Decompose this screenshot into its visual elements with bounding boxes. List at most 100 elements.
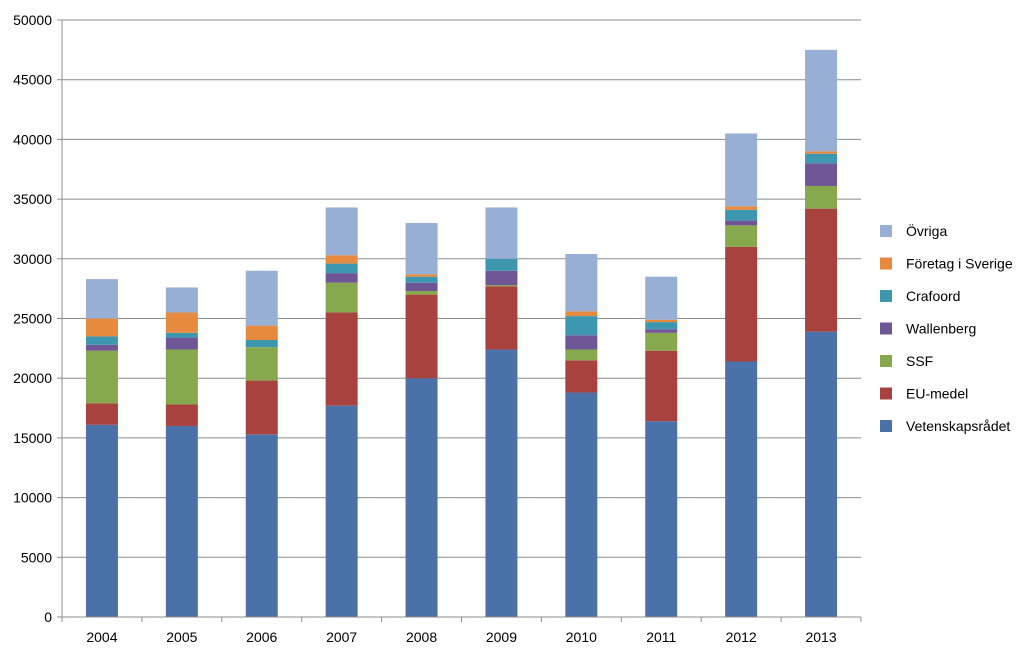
bar-segment-ssf <box>805 185 838 209</box>
bar-segment-crafoord <box>245 339 278 348</box>
bar-segment--vriga <box>805 49 838 152</box>
legend-swatch <box>880 355 892 367</box>
bar-segment-vetenskapsr-det <box>325 405 358 617</box>
x-tick-label: 2008 <box>406 629 437 645</box>
bar-segment-f-retag-i-sverige <box>725 206 758 210</box>
bar-segment--vriga <box>725 133 758 207</box>
bar-segment-ssf <box>325 282 358 313</box>
bar-segment-f-retag-i-sverige <box>405 274 438 277</box>
bar-segment-vetenskapsr-det <box>805 331 838 617</box>
legend-swatch <box>880 420 892 432</box>
legend-label: Crafoord <box>906 288 960 304</box>
x-tick-label: 2010 <box>566 629 597 645</box>
bar-segment-f-retag-i-sverige <box>85 318 118 337</box>
bar-segment-wallenberg <box>325 273 358 283</box>
bar-segment-ssf <box>245 347 278 381</box>
legend: Övriga Företag i Sverige Crafoord Wallenber… <box>880 222 1013 434</box>
legend-swatch <box>880 387 892 400</box>
bar-segment-eu-medel <box>325 312 358 406</box>
bar-segment-wallenberg <box>85 344 118 351</box>
bar-segment-vetenskapsr-det <box>485 349 518 617</box>
y-tick-label: 25000 <box>13 311 52 327</box>
bar-segment-crafoord <box>565 316 598 336</box>
bar-segment-f-retag-i-sverige <box>325 255 358 264</box>
legend-label: Företag i Sverige <box>906 256 1013 272</box>
legend-label: EU-medel <box>906 386 968 402</box>
bar-segment-crafoord <box>165 332 198 338</box>
bar-segment--vriga <box>565 254 598 312</box>
bar-segment-vetenskapsr-det <box>405 378 438 617</box>
bar-segment-eu-medel <box>725 246 758 362</box>
y-tick-label: 40000 <box>13 131 52 147</box>
bar-segment-eu-medel <box>85 403 118 425</box>
bar-segment-f-retag-i-sverige <box>805 151 838 154</box>
bar-segment-crafoord <box>405 276 438 283</box>
bar-segment-vetenskapsr-det <box>85 424 118 617</box>
x-axis: 2004 2005 2006 2007 2008 2009 2010 2011 2012 2013 <box>61 616 862 645</box>
y-tick-label: 15000 <box>13 430 52 446</box>
bar-segment-wallenberg <box>645 329 678 333</box>
x-tick-label: 2009 <box>486 629 517 645</box>
legend-label: Wallenberg <box>906 321 976 337</box>
legend-label: Vetenskapsrådet <box>906 418 1010 434</box>
bars <box>85 49 838 617</box>
x-tick-label: 2004 <box>86 629 117 645</box>
bar-segment-wallenberg <box>805 163 838 186</box>
x-tick-label: 2013 <box>805 629 836 645</box>
legend-swatch <box>880 257 892 270</box>
y-tick-label: 10000 <box>13 490 52 506</box>
y-tick-label: 30000 <box>13 251 52 267</box>
bar-segment--vriga <box>245 270 278 326</box>
bar-segment-eu-medel <box>645 350 678 422</box>
bar-segment-eu-medel <box>565 360 598 393</box>
bar-segment-wallenberg <box>405 282 438 292</box>
bar-segment-ssf <box>565 349 598 361</box>
y-axis: 0 5000 10000 15000 20000 25000 30000 35000 40000… <box>13 12 63 625</box>
x-tick-label: 2005 <box>166 629 197 645</box>
bar-segment-ssf <box>645 332 678 351</box>
bar-segment--vriga <box>325 207 358 256</box>
bar-segment-eu-medel <box>485 286 518 350</box>
x-tick-label: 2006 <box>246 629 277 645</box>
bar-segment-ssf <box>405 291 438 295</box>
legend-label: SSF <box>906 353 933 369</box>
x-tick-label: 2007 <box>326 629 357 645</box>
bar-segment-wallenberg <box>725 220 758 226</box>
bar-segment--vriga <box>165 287 198 313</box>
x-tick-label: 2012 <box>726 629 757 645</box>
bar-segment-ssf <box>485 285 518 287</box>
legend-swatch <box>880 322 892 335</box>
bar-segment-vetenskapsr-det <box>245 434 278 617</box>
bar-segment-crafoord <box>645 322 678 330</box>
bar-segment-crafoord <box>805 153 838 164</box>
bar-segment-vetenskapsr-det <box>165 425 198 617</box>
bar-segment-f-retag-i-sverige <box>645 319 678 323</box>
bar-segment--vriga <box>405 222 438 275</box>
legend-swatch <box>880 290 892 302</box>
bar-segment-eu-medel <box>805 208 838 332</box>
bar-segment-crafoord <box>485 258 518 271</box>
bar-segment-f-retag-i-sverige <box>165 312 198 333</box>
bar-segment-wallenberg <box>565 335 598 350</box>
y-tick-label: 5000 <box>21 549 52 565</box>
bar-segment-eu-medel <box>405 294 438 379</box>
bar-segment-eu-medel <box>165 404 198 426</box>
bar-segment--vriga <box>645 276 678 320</box>
y-tick-label: 50000 <box>13 12 52 28</box>
bar-segment-wallenberg <box>165 337 198 350</box>
bar-segment-vetenskapsr-det <box>565 392 598 617</box>
bar-segment-crafoord <box>725 209 758 221</box>
bar-segment-f-retag-i-sverige <box>565 311 598 317</box>
bar-segment--vriga <box>85 279 118 319</box>
bar-segment-vetenskapsr-det <box>725 361 758 617</box>
bar-segment-ssf <box>85 350 118 404</box>
bar-segment-f-retag-i-sverige <box>245 325 278 340</box>
y-tick-label: 45000 <box>13 72 52 88</box>
bar-segment-eu-medel <box>245 380 278 435</box>
bar-segment-crafoord <box>325 263 358 274</box>
legend-label: Övriga <box>906 222 947 239</box>
y-tick-label: 35000 <box>13 191 52 207</box>
legend-swatch <box>880 225 892 237</box>
bar-segment-vetenskapsr-det <box>645 421 678 617</box>
